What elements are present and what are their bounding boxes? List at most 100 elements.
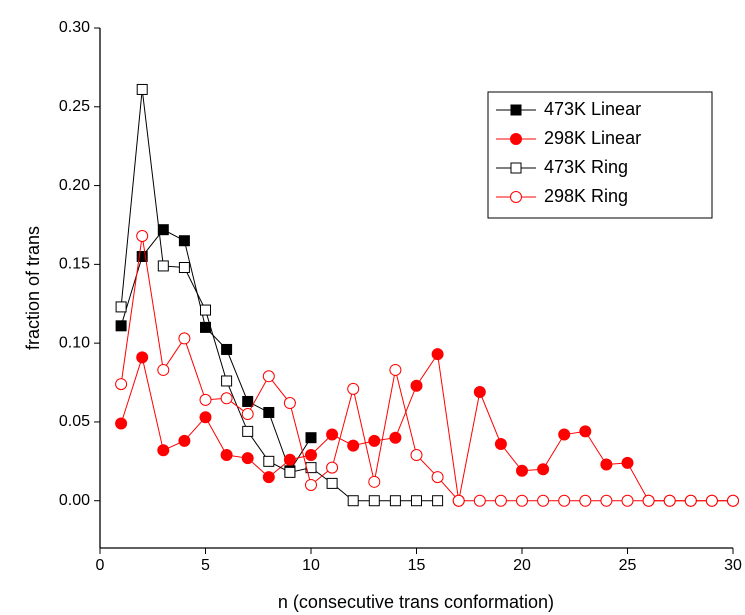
- legend-label: 298K Ring: [544, 186, 628, 206]
- y-tick-label: 0.20: [59, 177, 90, 194]
- data-point: [516, 494, 528, 507]
- legend-marker: [510, 104, 522, 116]
- data-point: [326, 428, 339, 441]
- y-tick-label: 0.05: [59, 413, 90, 430]
- data-point: [326, 477, 338, 489]
- data-point: [432, 495, 444, 507]
- data-point: [157, 260, 169, 272]
- data-point: [200, 304, 211, 316]
- data-point: [136, 351, 149, 364]
- data-point: [157, 444, 170, 457]
- data-point: [473, 386, 486, 398]
- data-point: [115, 417, 128, 430]
- data-point: [621, 456, 634, 469]
- data-point: [537, 494, 550, 507]
- x-axis-label: n (consecutive trans conformation): [278, 592, 554, 612]
- data-point: [579, 425, 592, 438]
- data-point: [727, 494, 739, 507]
- series-line: [120, 352, 733, 502]
- data-point: [684, 494, 697, 507]
- data-point: [705, 494, 718, 507]
- data-point: [452, 494, 465, 507]
- data-point: [579, 494, 592, 507]
- data-point: [220, 449, 233, 462]
- data-point: [263, 455, 275, 467]
- x-tick-label: 30: [724, 557, 742, 574]
- data-point: [115, 378, 128, 391]
- data-point: [642, 494, 655, 507]
- data-point: [600, 494, 613, 507]
- legend-label: 473K Linear: [544, 99, 641, 119]
- data-point: [242, 425, 254, 437]
- series-line: [120, 235, 733, 502]
- data-point: [389, 363, 402, 376]
- legend-marker: [510, 191, 522, 203]
- data-point: [537, 463, 550, 476]
- data-point: [283, 453, 296, 466]
- y-axis-label: fraction of trans: [23, 226, 43, 350]
- data-point: [558, 494, 571, 507]
- data-point: [305, 462, 317, 474]
- legend-box: [487, 91, 713, 219]
- data-point: [157, 363, 170, 376]
- data-point: [241, 452, 254, 465]
- data-point: [136, 83, 148, 95]
- legend-label: 473K Ring: [544, 157, 628, 177]
- series-line: [120, 229, 312, 472]
- data-point: [663, 494, 676, 507]
- data-point: [178, 332, 191, 345]
- series-line: [120, 89, 438, 502]
- data-point: [600, 458, 613, 471]
- data-point: [263, 406, 275, 418]
- legend-label: 298K Linear: [544, 128, 641, 148]
- legend-marker: [510, 133, 522, 145]
- data-point: [431, 348, 444, 361]
- data-point: [347, 439, 360, 452]
- data-point: [199, 393, 212, 406]
- data-point: [200, 321, 211, 333]
- x-tick-label: 5: [201, 557, 210, 574]
- y-tick-label: 0.30: [59, 19, 90, 36]
- x-tick-label: 25: [619, 557, 637, 574]
- data-point: [262, 370, 275, 383]
- data-point: [558, 428, 571, 441]
- data-point: [241, 408, 254, 421]
- data-point: [157, 224, 169, 236]
- data-point: [115, 320, 127, 332]
- data-point: [347, 382, 360, 395]
- data-point: [326, 461, 339, 474]
- data-point: [199, 411, 212, 424]
- data-point: [305, 432, 317, 444]
- data-point: [516, 464, 528, 477]
- data-point: [242, 395, 254, 407]
- x-tick-label: 0: [96, 557, 105, 574]
- x-tick-label: 10: [302, 557, 320, 574]
- data-point: [305, 449, 317, 462]
- data-point: [284, 466, 296, 478]
- legend-marker: [510, 162, 522, 174]
- x-tick-label: 15: [408, 557, 426, 574]
- data-point: [410, 449, 423, 462]
- data-point: [221, 375, 233, 387]
- data-point: [494, 438, 507, 450]
- data-point: [431, 471, 444, 484]
- x-tick-label: 20: [513, 557, 531, 574]
- data-point: [368, 495, 380, 507]
- data-point: [178, 262, 190, 274]
- data-point: [368, 434, 381, 447]
- y-tick-label: 0.00: [59, 492, 90, 509]
- data-point: [347, 495, 359, 507]
- data-point: [283, 397, 296, 410]
- data-point: [178, 235, 190, 247]
- y-tick-label: 0.25: [59, 98, 90, 115]
- data-point: [368, 475, 381, 488]
- data-point: [494, 494, 507, 507]
- data-point: [136, 250, 148, 262]
- data-point: [178, 434, 191, 447]
- data-point: [410, 379, 423, 392]
- data-point: [115, 301, 127, 313]
- data-point: [136, 230, 149, 242]
- data-point: [389, 495, 401, 507]
- data-point: [305, 478, 317, 491]
